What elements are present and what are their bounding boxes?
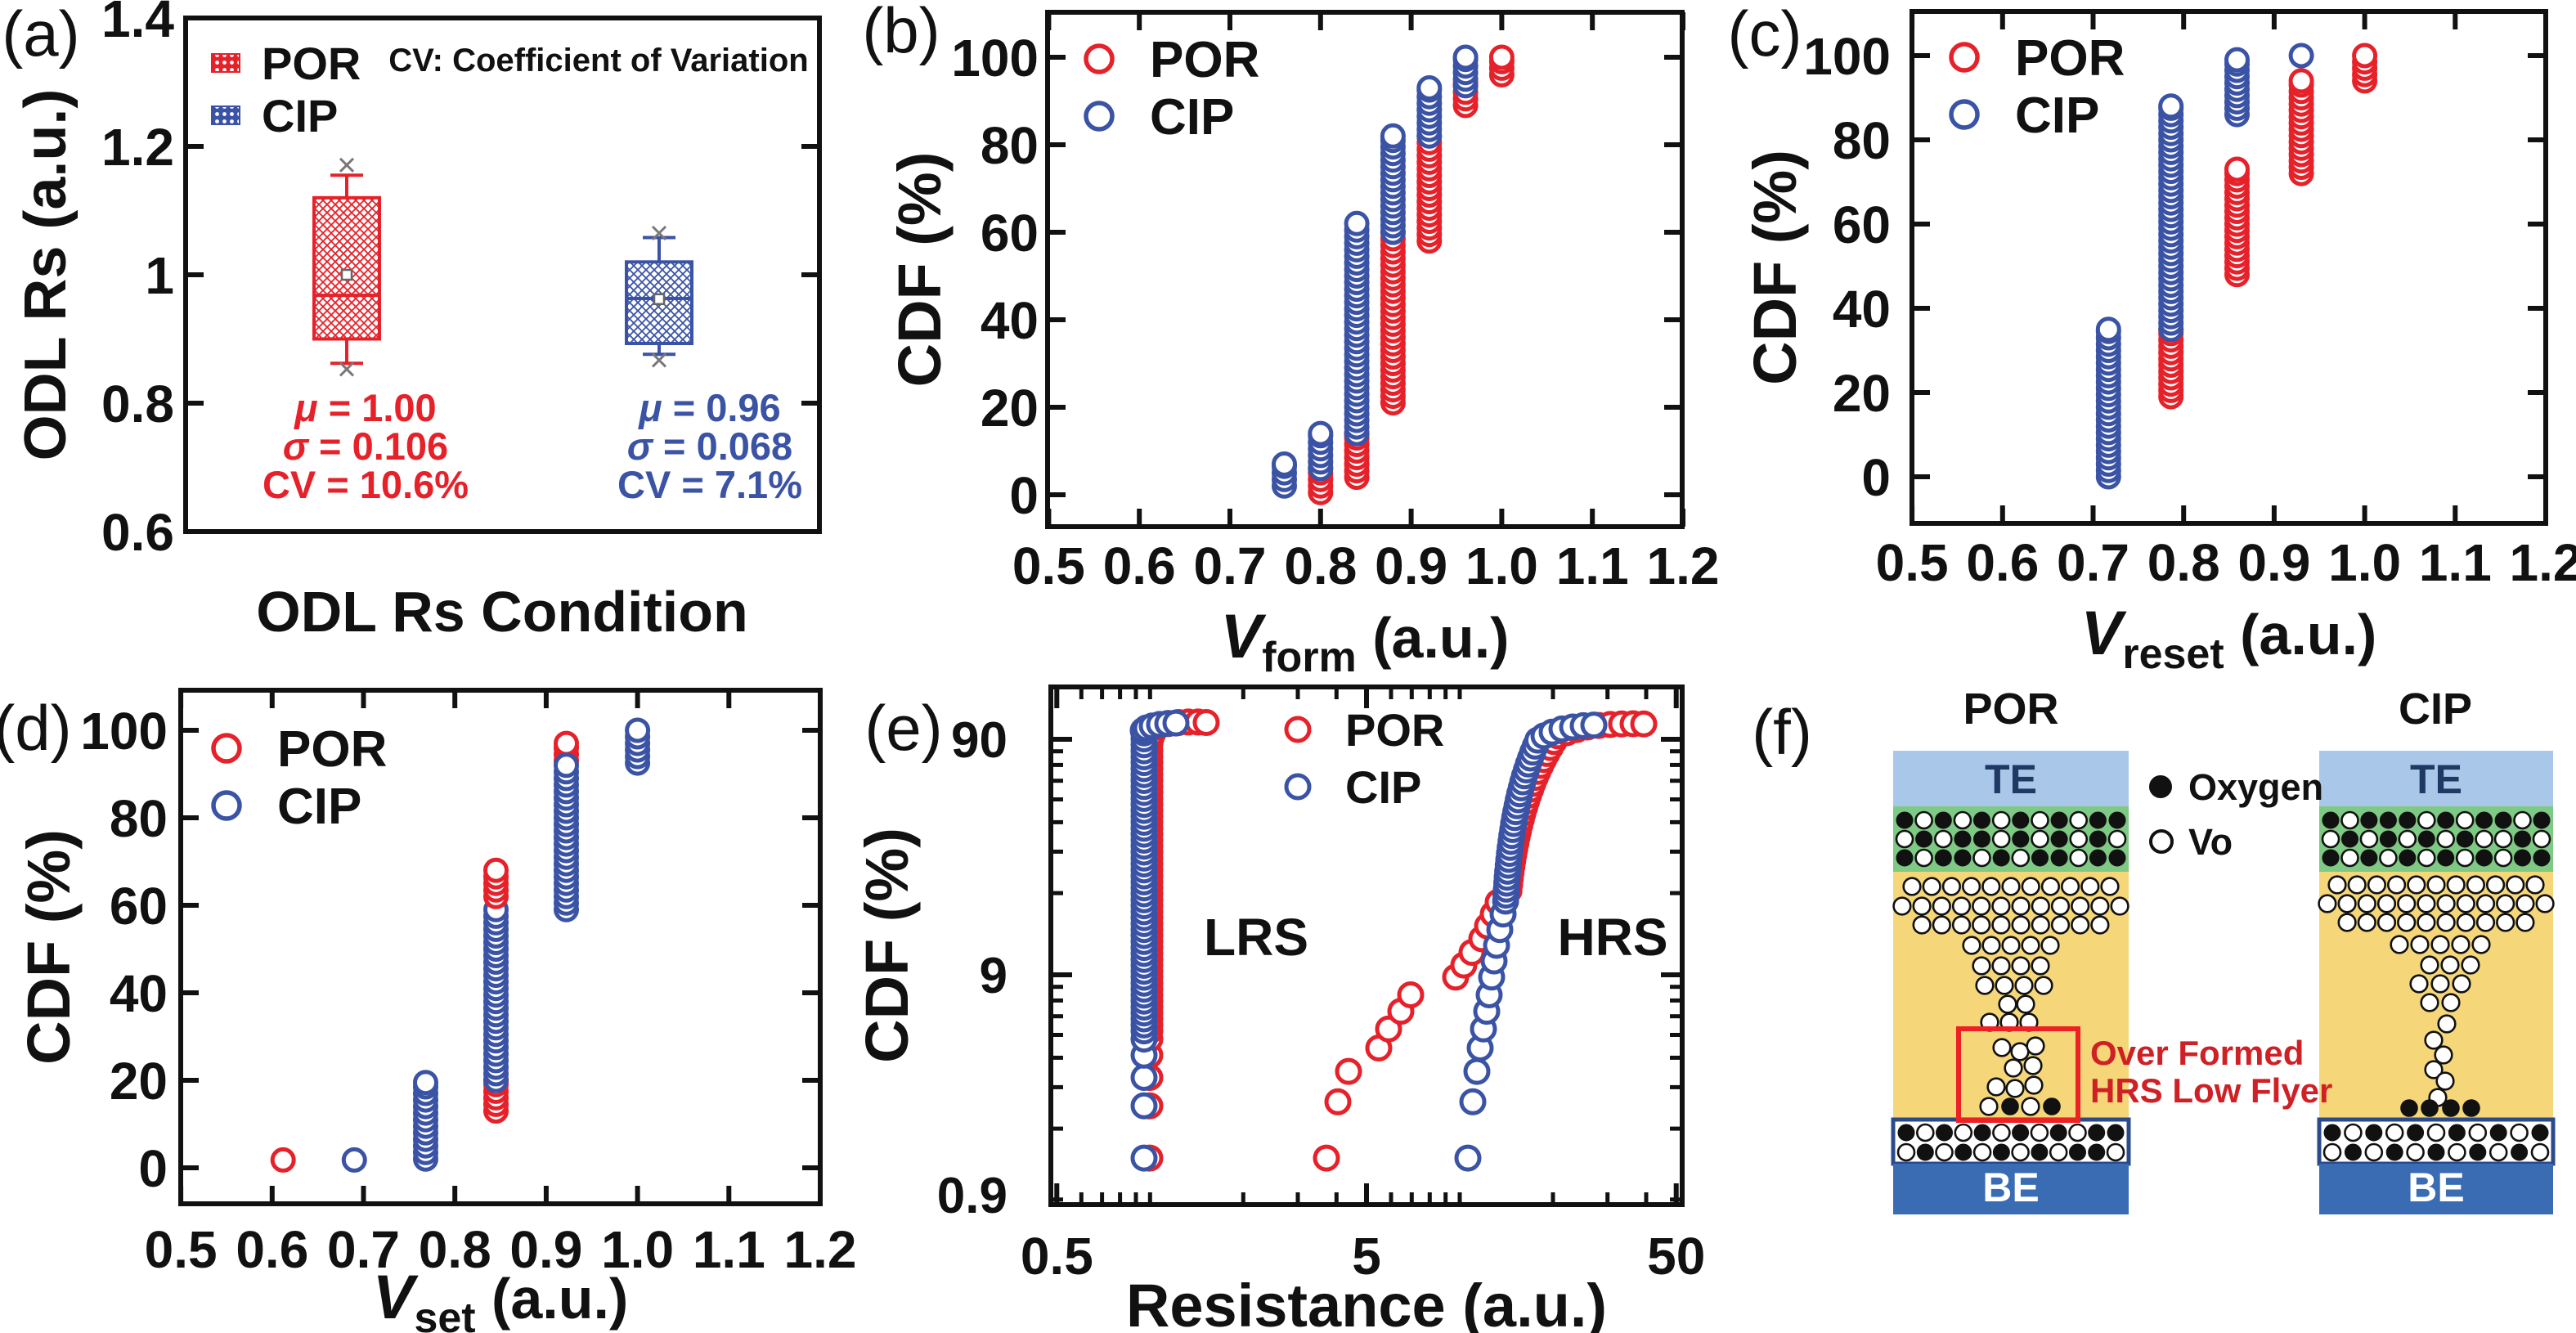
svg-text:Over Formed: Over Formed [2090, 1034, 2304, 1072]
svg-text:0.6: 0.6 [236, 1220, 308, 1279]
svg-text:Oxygen: Oxygen [2188, 766, 2323, 808]
svg-text:0.8: 0.8 [1284, 536, 1357, 595]
svg-text:1.0: 1.0 [601, 1220, 674, 1279]
svg-text:CIP: CIP [277, 779, 361, 835]
svg-text:POR: POR [262, 38, 361, 89]
svg-text:CIP: CIP [2399, 684, 2472, 734]
svg-text:5: 5 [1352, 1227, 1381, 1286]
svg-text:CDF (%): CDF (%) [1741, 150, 1809, 385]
svg-text:60: 60 [110, 877, 168, 936]
svg-text:CIP: CIP [1150, 89, 1234, 146]
svg-text:20: 20 [110, 1052, 168, 1111]
svg-text:100: 100 [80, 702, 168, 761]
svg-text:80: 80 [1833, 111, 1891, 170]
svg-text:CDF (%): CDF (%) [853, 828, 921, 1063]
svg-text:80: 80 [981, 116, 1039, 175]
svg-text:1.2: 1.2 [1647, 536, 1720, 595]
svg-text:ODL Rs (a.u.): ODL Rs (a.u.) [13, 89, 79, 461]
svg-text:(b): (b) [862, 0, 940, 66]
svg-text:(e): (e) [864, 692, 942, 764]
svg-text:1.4: 1.4 [101, 0, 174, 48]
svg-text:0: 0 [1009, 466, 1039, 525]
svg-text:CIP: CIP [2015, 88, 2099, 144]
svg-text:μ = 1.00: μ = 1.00 [293, 386, 436, 429]
svg-text:BE: BE [2408, 1165, 2464, 1210]
svg-text:Vform (a.u.): Vform (a.u.) [1221, 602, 1510, 681]
svg-text:Vreset (a.u.): Vreset (a.u.) [2081, 599, 2377, 678]
svg-text:0: 0 [138, 1139, 168, 1198]
svg-text:(f): (f) [1752, 696, 1812, 768]
svg-text:Vo: Vo [2188, 821, 2233, 863]
svg-text:σ = 0.068: σ = 0.068 [627, 424, 792, 468]
svg-text:40: 40 [981, 291, 1039, 350]
svg-text:1.2: 1.2 [784, 1220, 857, 1279]
svg-text:ODL Rs Condition: ODL Rs Condition [256, 580, 747, 644]
svg-text:1.0: 1.0 [1465, 536, 1538, 595]
svg-text:0.6: 0.6 [1966, 533, 2039, 592]
svg-text:CV = 7.1%: CV = 7.1% [617, 463, 802, 506]
svg-text:50: 50 [1647, 1227, 1705, 1286]
svg-text:μ = 0.96: μ = 0.96 [637, 386, 780, 429]
svg-text:POR: POR [1345, 704, 1444, 756]
svg-text:HRS Low Flyer: HRS Low Flyer [2090, 1071, 2332, 1110]
svg-text:40: 40 [110, 964, 168, 1023]
svg-text:CDF (%): CDF (%) [886, 152, 954, 388]
svg-text:TE: TE [2410, 756, 2462, 802]
svg-text:0.9: 0.9 [937, 1168, 1008, 1224]
svg-text:0.8: 0.8 [419, 1220, 491, 1279]
svg-text:BE: BE [1982, 1165, 2039, 1210]
svg-text:POR: POR [2015, 30, 2125, 87]
svg-text:1.1: 1.1 [1556, 536, 1629, 595]
svg-text:(d): (d) [0, 692, 72, 764]
svg-text:1.0: 1.0 [2328, 533, 2401, 592]
svg-text:CV: Coefficient of Variation: CV: Coefficient of Variation [388, 43, 808, 79]
svg-text:0.8: 0.8 [2147, 533, 2220, 592]
svg-text:0.5: 0.5 [1876, 533, 1949, 592]
svg-text:TE: TE [1985, 756, 2037, 802]
svg-text:0: 0 [1861, 448, 1891, 507]
svg-text:CDF (%): CDF (%) [15, 829, 83, 1065]
svg-text:1.1: 1.1 [693, 1220, 765, 1279]
svg-text:Resistance (a.u.): Resistance (a.u.) [1126, 1272, 1607, 1333]
svg-text:20: 20 [1833, 364, 1891, 423]
svg-text:90: 90 [951, 712, 1008, 769]
svg-text:0.7: 0.7 [2057, 533, 2129, 592]
svg-text:80: 80 [110, 789, 168, 848]
svg-text:40: 40 [1833, 280, 1891, 339]
svg-text:1.2: 1.2 [2510, 533, 2576, 592]
svg-text:LRS: LRS [1204, 908, 1308, 967]
svg-text:HRS: HRS [1557, 908, 1667, 967]
svg-text:1.1: 1.1 [2419, 533, 2492, 592]
svg-text:0.9: 0.9 [1375, 536, 1447, 595]
svg-text:1: 1 [145, 246, 174, 305]
svg-text:60: 60 [1833, 195, 1891, 254]
svg-text:0.6: 0.6 [1103, 536, 1176, 595]
svg-text:CV = 10.6%: CV = 10.6% [263, 463, 469, 506]
svg-text:Vset (a.u.): Vset (a.u.) [373, 1263, 629, 1333]
svg-text:(c): (c) [1728, 0, 1802, 70]
svg-text:100: 100 [1803, 27, 1891, 86]
svg-text:1.2: 1.2 [101, 118, 174, 177]
svg-text:σ = 0.106: σ = 0.106 [283, 424, 448, 468]
svg-text:9: 9 [980, 948, 1008, 1004]
svg-text:60: 60 [981, 204, 1039, 263]
svg-text:0.5: 0.5 [1021, 1227, 1093, 1286]
svg-text:0.8: 0.8 [101, 375, 174, 433]
svg-text:100: 100 [951, 29, 1039, 88]
svg-text:0.7: 0.7 [1194, 536, 1267, 595]
svg-text:0.5: 0.5 [145, 1220, 218, 1279]
svg-text:POR: POR [277, 721, 387, 778]
svg-text:0.7: 0.7 [327, 1220, 400, 1279]
svg-text:CIP: CIP [1345, 761, 1421, 813]
svg-text:0.9: 0.9 [509, 1220, 582, 1279]
svg-text:(a): (a) [2, 0, 79, 70]
svg-text:POR: POR [1963, 684, 2058, 734]
svg-text:CIP: CIP [262, 90, 338, 141]
svg-text:0.9: 0.9 [2237, 533, 2310, 592]
svg-text:POR: POR [1150, 32, 1259, 88]
svg-text:20: 20 [981, 379, 1039, 438]
svg-text:0.6: 0.6 [101, 503, 174, 562]
svg-text:0.5: 0.5 [1012, 536, 1085, 595]
